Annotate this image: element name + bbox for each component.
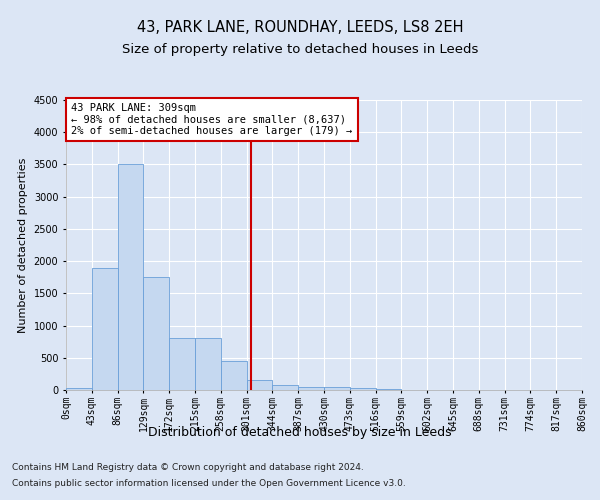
Bar <box>195 338 221 390</box>
Bar <box>298 387 324 390</box>
Bar <box>324 388 350 390</box>
Text: 43, PARK LANE, ROUNDHAY, LEEDS, LS8 2EH: 43, PARK LANE, ROUNDHAY, LEEDS, LS8 2EH <box>137 20 463 35</box>
Text: Size of property relative to detached houses in Leeds: Size of property relative to detached ho… <box>122 42 478 56</box>
Y-axis label: Number of detached properties: Number of detached properties <box>18 158 28 332</box>
Bar <box>143 277 169 390</box>
Bar <box>350 388 376 390</box>
Bar <box>92 268 118 390</box>
Text: Contains public sector information licensed under the Open Government Licence v3: Contains public sector information licen… <box>12 478 406 488</box>
Bar <box>247 380 272 390</box>
Text: Contains HM Land Registry data © Crown copyright and database right 2024.: Contains HM Land Registry data © Crown c… <box>12 464 364 472</box>
Bar <box>221 361 247 390</box>
Bar <box>118 164 143 390</box>
Text: 43 PARK LANE: 309sqm
← 98% of detached houses are smaller (8,637)
2% of semi-det: 43 PARK LANE: 309sqm ← 98% of detached h… <box>71 103 352 136</box>
Text: Distribution of detached houses by size in Leeds: Distribution of detached houses by size … <box>148 426 452 439</box>
Bar <box>272 385 298 390</box>
Bar <box>66 388 92 390</box>
Bar <box>169 338 195 390</box>
